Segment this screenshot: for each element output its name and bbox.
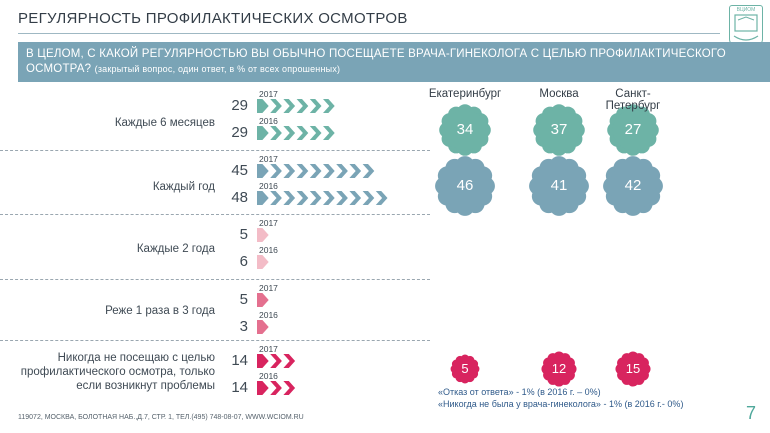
footnote-refusal: «Отказ от ответа» - 1% (в 2016 г. – 0%) <box>438 387 601 397</box>
wciom-logo: ВЦИОМ <box>729 5 763 47</box>
bar-2017 <box>257 293 269 307</box>
city-badge-value: 46 <box>456 176 474 194</box>
bar-2016 <box>257 255 269 269</box>
city-badge-value: 5 <box>461 360 469 376</box>
question-note: (закрытый вопрос, один ответ, в % от все… <box>94 64 341 74</box>
year-label-2016: 2016 <box>259 116 278 126</box>
row-separator <box>0 214 430 215</box>
city-badge-every_year <box>603 156 663 216</box>
city-label-spb: Санкт-Петербург <box>605 88 661 112</box>
year-label-2016: 2016 <box>259 181 278 191</box>
logo-text: ВЦИОМ <box>736 7 756 13</box>
city-badge-value: 37 <box>550 120 568 138</box>
row-separator <box>0 340 430 341</box>
city-badge-value: 34 <box>456 120 474 138</box>
row-separator <box>0 150 430 151</box>
page-title: РЕГУЛЯРНОСТЬ ПРОФИЛАКТИЧЕСКИХ ОСМОТРОВ <box>18 10 408 27</box>
bar-2017 <box>257 354 296 368</box>
page-number: 7 <box>746 403 757 423</box>
value-label-2016: 6 <box>239 253 248 270</box>
city-badge-every_year <box>529 156 589 216</box>
bar-2016 <box>257 126 335 140</box>
year-label-2016: 2016 <box>259 371 278 381</box>
bar-2017 <box>257 99 335 113</box>
city-badge-every_6_months <box>607 104 659 156</box>
city-badge-never <box>450 354 480 384</box>
value-label-2016: 48 <box>231 189 248 206</box>
question-banner: В ЦЕЛОМ, С КАКОЙ РЕГУЛЯРНОСТЬЮ ВЫ ОБЫЧНО… <box>18 42 770 82</box>
city-badge-value: 42 <box>624 176 642 194</box>
logo-emblem-icon <box>733 14 759 41</box>
city-badge-every_year <box>435 156 495 216</box>
category-label: Каждые 6 месяцев <box>114 117 215 129</box>
city-badge-every_6_months <box>533 104 585 156</box>
city-badge-every_6_months <box>439 104 491 156</box>
year-label-2017: 2017 <box>259 283 278 293</box>
value-label-2016: 3 <box>239 318 248 335</box>
year-label-2017: 2017 <box>259 344 278 354</box>
year-label-2016: 2016 <box>259 245 278 255</box>
title-divider <box>18 33 720 34</box>
bar-2017 <box>257 228 269 242</box>
city-badge-value: 12 <box>551 360 567 376</box>
city-badge-value: 41 <box>550 176 568 194</box>
row-separator <box>0 279 430 280</box>
value-label-2017: 29 <box>231 97 248 114</box>
value-label-2017: 5 <box>239 291 248 308</box>
question-text: В ЦЕЛОМ, С КАКОЙ РЕГУЛЯРНОСТЬЮ ВЫ ОБЫЧНО… <box>26 48 726 75</box>
year-label-2017: 2017 <box>259 218 278 228</box>
city-badge-never <box>615 351 651 387</box>
city-label-moscow: Москва <box>539 88 579 100</box>
year-label-2016: 2016 <box>259 310 278 320</box>
value-label-2016: 29 <box>231 124 248 141</box>
category-label: Каждый год <box>152 181 215 193</box>
year-label-2017: 2017 <box>259 154 278 164</box>
city-badge-value: 27 <box>624 120 642 138</box>
bar-2016 <box>257 191 388 205</box>
value-label-2017: 45 <box>231 162 248 179</box>
bar-2016 <box>257 320 269 334</box>
category-label: Каждые 2 года <box>136 243 215 255</box>
footer-address: 119072, МОСКВА, БОЛОТНАЯ НАБ.,Д.7, СТР. … <box>18 414 304 421</box>
value-label-2017: 5 <box>239 226 248 243</box>
value-label-2016: 14 <box>231 379 248 396</box>
category-label: Реже 1 раза в 3 года <box>105 305 215 317</box>
bar-2017 <box>257 164 375 178</box>
bar-2016 <box>257 381 296 395</box>
footnote-never-visited: «Никогда не была у врача-гинеколога» - 1… <box>438 399 684 409</box>
city-badge-value: 15 <box>625 360 641 376</box>
category-label: Никогда не посещаю с целью профилактичес… <box>20 352 215 392</box>
value-label-2017: 14 <box>231 352 248 369</box>
year-label-2017: 2017 <box>259 89 278 99</box>
city-label-ekaterinburg: Екатеринбург <box>428 88 502 100</box>
city-badge-never <box>541 351 577 387</box>
